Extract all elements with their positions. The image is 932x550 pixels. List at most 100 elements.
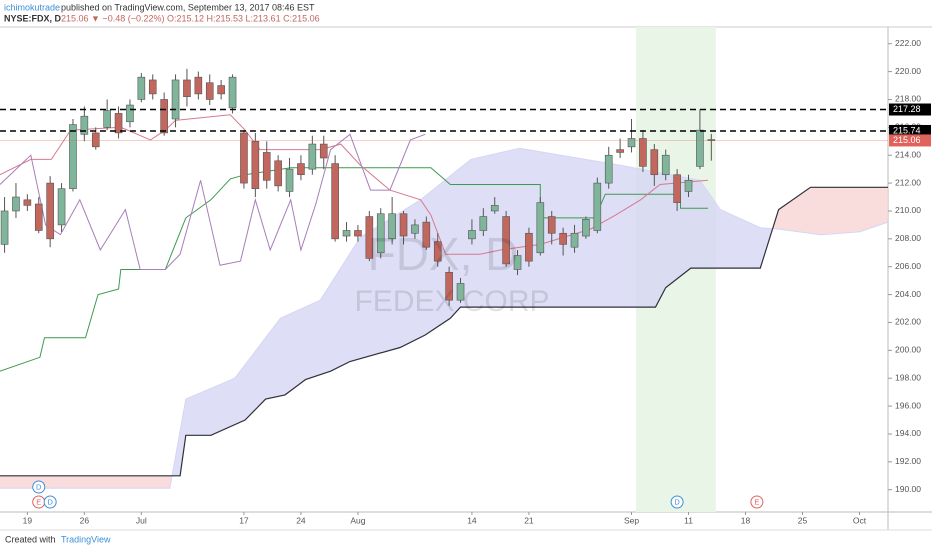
x-tick-label: Sep [624,515,639,525]
senkou-a [0,147,888,489]
event-marker [750,495,764,509]
candle-body [46,182,54,240]
y-tick-label: 222.00 [895,38,921,48]
price-label: 217.28 [893,104,921,114]
candle-body [228,76,237,109]
candle-body [468,230,476,240]
candle-body [456,283,465,301]
event-marker [32,480,46,494]
candle-body [69,124,77,189]
x-tick-label: Jul [136,515,147,525]
candle-body [593,182,602,231]
candle-body [91,132,100,148]
candle-body [536,202,545,254]
candle-body [34,203,43,231]
candle-body [365,216,374,259]
candle-body [114,113,123,134]
x-tick-label: 26 [80,515,90,525]
published: published on TradingView.com, September … [61,2,315,12]
footer-brand: TradingView [61,534,111,544]
candle-body [582,219,590,237]
x-tick-label: 19 [23,515,33,525]
candle-body [297,163,305,176]
x-tick-label: 25 [798,515,808,525]
indicator-line [0,133,426,270]
y-tick-label: 192.00 [895,456,921,466]
x-tick-label: Aug [350,515,365,525]
quote: 215.06 ▼ −0.48 (−0.22%) O:215.12 H:215.5… [61,13,320,23]
candle-body [684,180,693,192]
candle-body [433,241,442,262]
author: ichimokutrade [4,2,60,12]
candle-body [604,154,613,184]
candle-body [12,196,20,212]
candle-body [137,76,146,100]
plot: 190.00 192.00 194.00 196.00 198.00 200.00 202.… [0,27,931,525]
candle-body [570,232,579,248]
event-label: D [47,497,53,506]
x-tick-label: 11 [684,515,693,525]
cloud-bullish [0,148,888,476]
y-tick-label: 202.00 [895,317,921,327]
event-marker [670,495,684,509]
event-label: D [36,482,42,491]
y-tick-label: 190.00 [895,484,921,494]
price-label: 215.74 [893,125,921,135]
candle-body [217,85,225,95]
x-tick-label: 14 [467,515,477,525]
candle-body [354,230,362,237]
candle-body [422,221,431,248]
candle-body [0,210,9,245]
footer-prefix: Created with [5,534,56,544]
candle-body [411,224,419,234]
candle-body [525,232,533,262]
candle-body [57,188,66,226]
y-tick-label: 210.00 [895,205,921,215]
candle-body [274,160,282,187]
candle-body [661,154,670,176]
y-tick-label: 198.00 [895,372,921,382]
candle-body [513,255,522,270]
candle-body [376,213,385,254]
candle-body [251,140,260,189]
x-tick-label: 17 [239,515,249,525]
candle-body [696,129,704,167]
x-tick-label: 18 [741,515,751,525]
x-tick-label: 21 [524,515,534,525]
candle-body [171,79,180,120]
candle-body [23,199,32,206]
candle-body [308,143,317,170]
plot-area [0,27,888,512]
price-label-box [889,124,931,137]
y-tick-label: 212.00 [895,177,921,187]
candle-body [502,216,510,265]
watermark-name: FEDEX CORP [354,285,549,318]
candle-body [80,115,89,135]
symbol: NYSE:FDX, D [4,13,62,23]
x-tick-label: Oct [853,515,867,525]
candle-body [194,76,203,95]
y-tick-label: 194.00 [895,428,921,438]
y-tick-label: 220.00 [895,66,921,76]
candle-body [240,132,248,184]
candle-body [399,213,408,237]
y-tick-label: 214.00 [895,149,921,159]
candle-body [490,205,499,212]
candle-body [559,232,567,245]
price-label-box [889,103,931,116]
y-tick-label: 196.00 [895,400,921,410]
candle-body [103,110,111,128]
candle-body [627,138,636,148]
candle-body [650,149,659,176]
candle-body [616,149,624,153]
candle-body [639,138,647,167]
candle-body [205,82,214,100]
candle-body [148,79,157,95]
candle-body [479,216,488,231]
candle-body [445,271,453,301]
y-tick-label: 218.00 [895,94,921,104]
event-marker [43,495,57,509]
last-price-label: 215.06 [893,135,921,145]
candle-body [183,79,191,97]
